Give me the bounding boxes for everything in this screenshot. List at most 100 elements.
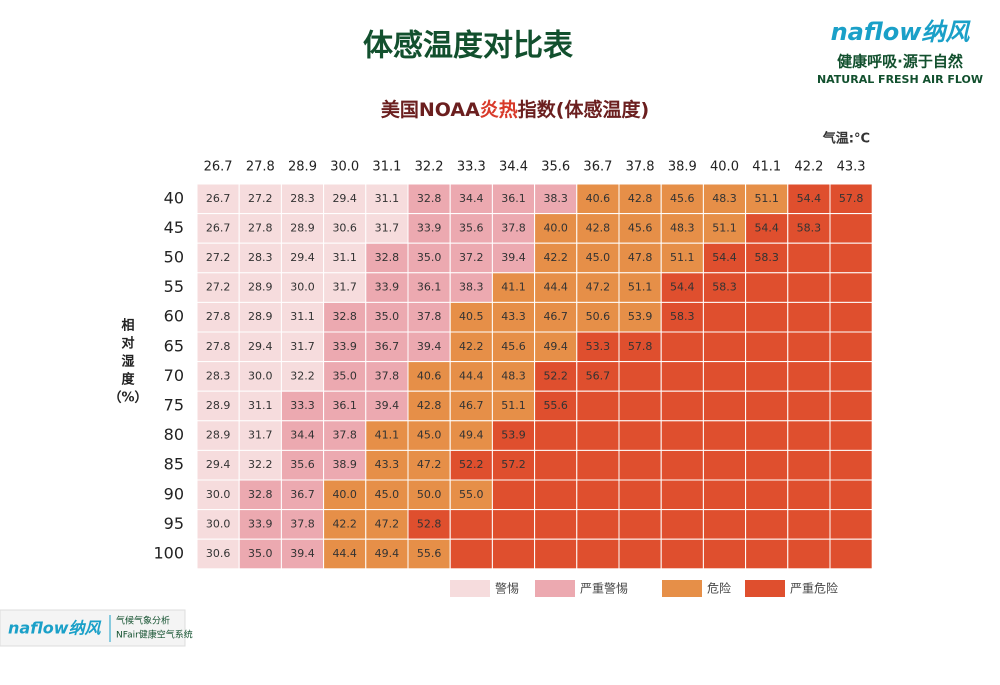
cell-value: 26.7 <box>206 192 231 205</box>
cell-bg <box>660 509 704 540</box>
cell-bg <box>534 213 578 244</box>
cell-value: 40.5 <box>459 310 484 323</box>
cell-value: 52.2 <box>543 369 568 382</box>
cell-bg <box>407 272 451 303</box>
cell-bg <box>660 390 704 422</box>
cell-bg <box>491 242 536 274</box>
cell-value: 39.4 <box>417 340 442 353</box>
cell-bg <box>702 449 747 481</box>
row-header: 100 <box>153 544 184 563</box>
cell-bg <box>829 242 873 274</box>
cell-value: 54.4 <box>670 281 695 294</box>
cell-value: 39.4 <box>290 547 315 560</box>
row-header: 85 <box>164 455 184 474</box>
cell-bg <box>280 361 325 392</box>
cell-value: 42.8 <box>417 399 442 412</box>
cell-bg <box>576 420 620 451</box>
cell-value: 31.1 <box>290 310 315 323</box>
cell-bg <box>660 479 704 511</box>
cell-value: 37.8 <box>290 517 315 530</box>
cell-bg <box>660 272 704 303</box>
cell-bg <box>829 538 873 570</box>
cell-value: 38.3 <box>543 192 568 205</box>
cell-value: 42.2 <box>543 251 568 264</box>
logo-brand: naflow纳风 <box>831 18 972 46</box>
cell-bg <box>491 183 536 215</box>
cell-bg <box>534 331 578 363</box>
cell-bg <box>196 213 240 244</box>
cell-bg <box>196 479 240 511</box>
cell-bg <box>787 420 831 451</box>
subtitle-part: 炎热 <box>480 98 518 121</box>
cell-value: 37.8 <box>501 221 526 234</box>
cell-bg <box>238 479 282 511</box>
cell-value: 33.9 <box>332 340 357 353</box>
cell-value: 51.1 <box>712 221 737 234</box>
cell-bg <box>238 331 282 363</box>
cell-bg <box>323 272 367 303</box>
cell-value: 52.8 <box>417 517 442 530</box>
cell-bg <box>365 479 409 511</box>
cell-bg <box>787 449 831 481</box>
cell-value: 37.8 <box>417 310 442 323</box>
cell-bg <box>576 449 620 481</box>
cell-bg <box>323 242 367 274</box>
cell-value: 39.4 <box>501 251 526 264</box>
cell-bg <box>576 331 620 363</box>
cell-value: 54.4 <box>712 251 737 264</box>
cell-bg <box>196 538 240 570</box>
cell-value: 37.8 <box>375 369 400 382</box>
cell-value: 35.0 <box>375 310 400 323</box>
y-label: 相 <box>121 318 134 334</box>
cell-bg <box>323 301 367 333</box>
cell-value: 40.6 <box>417 369 442 382</box>
cell-value: 28.9 <box>248 281 273 294</box>
title: 体感温度对比表 <box>363 29 573 64</box>
cell-bg <box>534 242 578 274</box>
column-header: 41.1 <box>752 160 781 175</box>
cell-value: 27.8 <box>206 340 231 353</box>
cell-bg <box>576 213 620 244</box>
cell-bg <box>702 361 747 392</box>
cell-bg <box>365 509 409 540</box>
cell-value: 28.3 <box>290 192 315 205</box>
cell-value: 42.8 <box>628 192 653 205</box>
cell-value: 28.9 <box>206 429 231 442</box>
cell-bg <box>534 390 578 422</box>
cell-bg <box>745 420 789 451</box>
cell-bg <box>491 509 536 540</box>
cell-value: 57.2 <box>501 458 526 471</box>
cell-bg <box>323 331 367 363</box>
cell-bg <box>534 509 578 540</box>
cell-bg <box>745 390 789 422</box>
column-header: 36.7 <box>583 160 612 175</box>
cell-bg <box>745 331 789 363</box>
cell-value: 28.3 <box>206 369 231 382</box>
column-header: 40.0 <box>710 160 739 175</box>
cell-value: 38.9 <box>332 458 357 471</box>
cell-bg <box>449 509 493 540</box>
cell-bg <box>491 420 536 451</box>
cell-bg <box>702 390 747 422</box>
cell-bg <box>238 449 282 481</box>
cell-value: 28.9 <box>290 221 315 234</box>
cell-bg <box>576 509 620 540</box>
cell-bg <box>829 183 873 215</box>
logo-tagline: NATURAL FRESH AIR FLOW <box>817 73 983 86</box>
cell-bg <box>449 213 493 244</box>
cell-bg <box>238 272 282 303</box>
cell-value: 45.6 <box>628 221 653 234</box>
cell-value: 56.7 <box>586 369 611 382</box>
cell-bg <box>407 449 451 481</box>
cell-value: 58.3 <box>797 221 822 234</box>
y-label: （%） <box>108 390 147 406</box>
cell-value: 29.4 <box>206 458 231 471</box>
cell-bg <box>787 361 831 392</box>
cell-value: 40.0 <box>543 221 568 234</box>
cell-bg <box>576 390 620 422</box>
cell-bg <box>534 420 578 451</box>
cell-bg <box>449 420 493 451</box>
cell-bg <box>618 509 662 540</box>
footer-line: NFair健康空气系统 <box>116 629 193 641</box>
